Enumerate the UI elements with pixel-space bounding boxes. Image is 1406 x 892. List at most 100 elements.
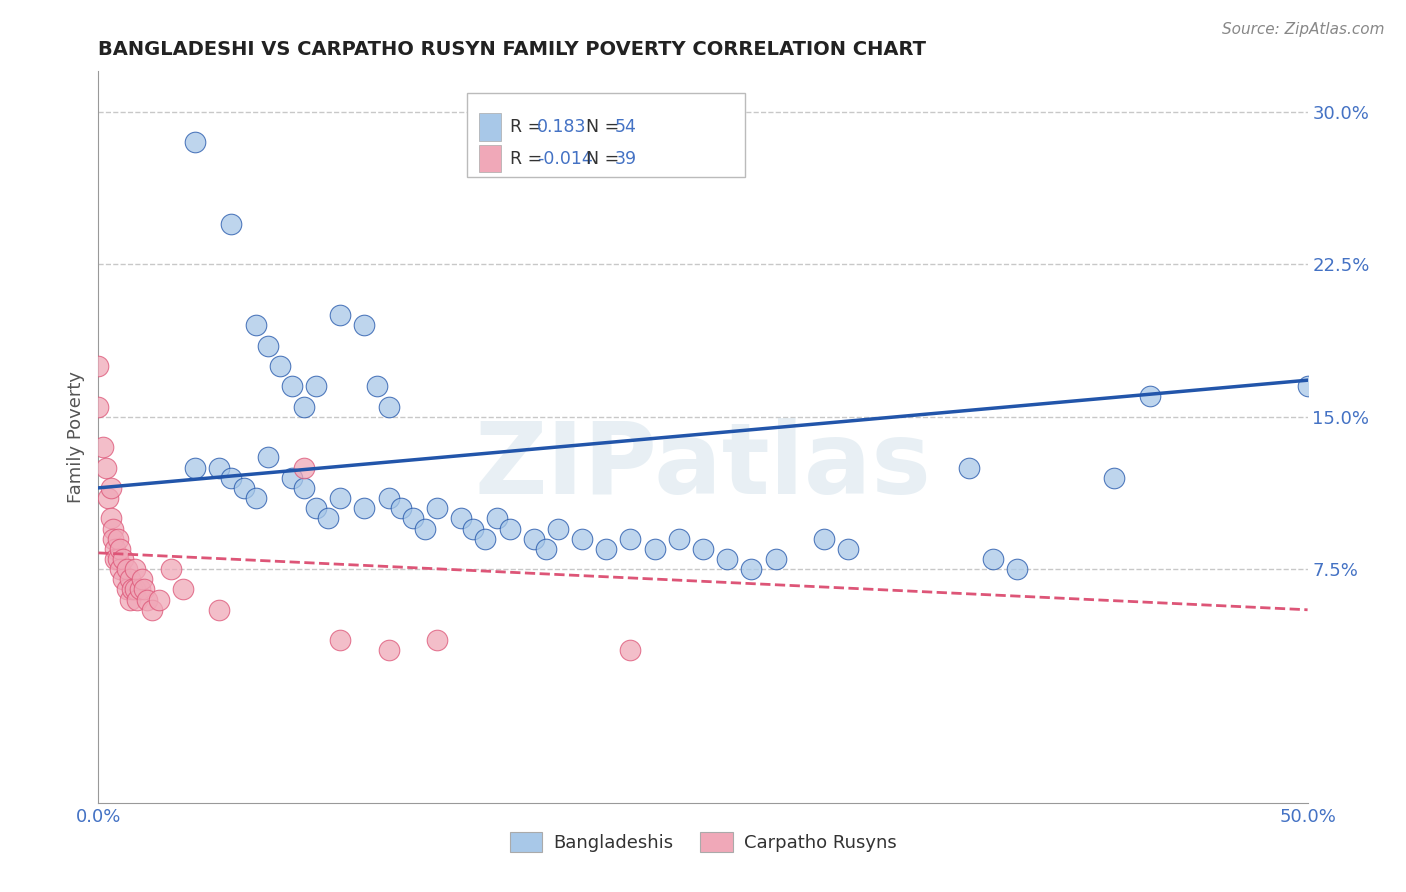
Bar: [479, 145, 501, 172]
Point: [305, 379, 328, 393]
Point: [134, 582, 156, 597]
Point: [135, 592, 157, 607]
Point: [329, 633, 352, 648]
Point: [104, 552, 127, 566]
Point: [117, 582, 139, 597]
Point: [131, 572, 153, 586]
Point: [1102, 471, 1125, 485]
Point: [619, 643, 641, 657]
Point: [232, 481, 254, 495]
Y-axis label: Family Poverty: Family Poverty: [66, 371, 84, 503]
Point: [128, 582, 150, 597]
Point: [111, 552, 134, 566]
Point: [245, 491, 267, 505]
Point: [329, 491, 352, 505]
Point: [377, 643, 399, 657]
Point: [117, 562, 139, 576]
Point: [208, 603, 231, 617]
Point: [148, 592, 170, 607]
Point: [813, 532, 835, 546]
Point: [281, 379, 304, 393]
Point: [124, 562, 146, 576]
Point: [87, 359, 110, 373]
Point: [305, 501, 328, 516]
FancyBboxPatch shape: [467, 94, 745, 178]
Text: -0.014: -0.014: [537, 150, 593, 168]
Point: [111, 572, 134, 586]
Point: [269, 359, 291, 373]
Point: [692, 541, 714, 556]
Point: [474, 532, 496, 546]
Point: [426, 501, 449, 516]
Point: [377, 491, 399, 505]
Point: [377, 400, 399, 414]
Point: [107, 532, 129, 546]
Text: BANGLADESHI VS CARPATHO RUSYN FAMILY POVERTY CORRELATION CHART: BANGLADESHI VS CARPATHO RUSYN FAMILY POV…: [98, 39, 927, 59]
Point: [256, 450, 278, 465]
Point: [101, 532, 124, 546]
Text: 0.183: 0.183: [537, 118, 586, 136]
Point: [141, 603, 163, 617]
Point: [108, 541, 131, 556]
Point: [101, 521, 124, 535]
Point: [402, 511, 425, 525]
Point: [87, 400, 110, 414]
Point: [366, 379, 388, 393]
Point: [118, 592, 141, 607]
Point: [281, 471, 304, 485]
Point: [160, 562, 183, 576]
Point: [716, 552, 738, 566]
Point: [118, 572, 141, 586]
Point: [100, 481, 122, 495]
Point: [104, 541, 127, 556]
Point: [127, 592, 149, 607]
Text: 39: 39: [614, 150, 637, 168]
Text: Source: ZipAtlas.com: Source: ZipAtlas.com: [1222, 22, 1385, 37]
Point: [523, 532, 546, 546]
Point: [619, 532, 641, 546]
Point: [329, 308, 352, 322]
Text: N =: N =: [586, 150, 624, 168]
Point: [292, 400, 315, 414]
Point: [292, 481, 315, 495]
Text: 54: 54: [614, 118, 637, 136]
Point: [571, 532, 593, 546]
Point: [245, 318, 267, 333]
Point: [668, 532, 690, 546]
Point: [740, 562, 762, 576]
Point: [208, 460, 231, 475]
Point: [595, 541, 617, 556]
Point: [353, 318, 375, 333]
Point: [94, 460, 117, 475]
Bar: [479, 113, 501, 141]
Point: [1007, 562, 1029, 576]
Point: [1139, 389, 1161, 403]
Point: [981, 552, 1004, 566]
Legend: Bangladeshis, Carpatho Rusyns: Bangladeshis, Carpatho Rusyns: [502, 824, 904, 860]
Point: [124, 582, 146, 597]
Point: [97, 491, 120, 505]
Point: [498, 521, 520, 535]
Point: [316, 511, 339, 525]
Text: ZIPatlas: ZIPatlas: [475, 417, 931, 515]
Point: [100, 511, 122, 525]
Text: R =: R =: [509, 118, 547, 136]
Point: [121, 582, 143, 597]
Point: [644, 541, 666, 556]
Point: [547, 521, 569, 535]
Point: [91, 440, 114, 454]
Point: [534, 541, 557, 556]
Point: [184, 136, 207, 150]
Point: [450, 511, 472, 525]
Point: [221, 217, 243, 231]
Point: [837, 541, 859, 556]
Point: [184, 460, 207, 475]
Point: [463, 521, 485, 535]
Point: [292, 460, 315, 475]
Point: [426, 633, 449, 648]
Point: [1296, 379, 1319, 393]
Point: [413, 521, 436, 535]
Point: [353, 501, 375, 516]
Point: [389, 501, 412, 516]
Point: [256, 339, 278, 353]
